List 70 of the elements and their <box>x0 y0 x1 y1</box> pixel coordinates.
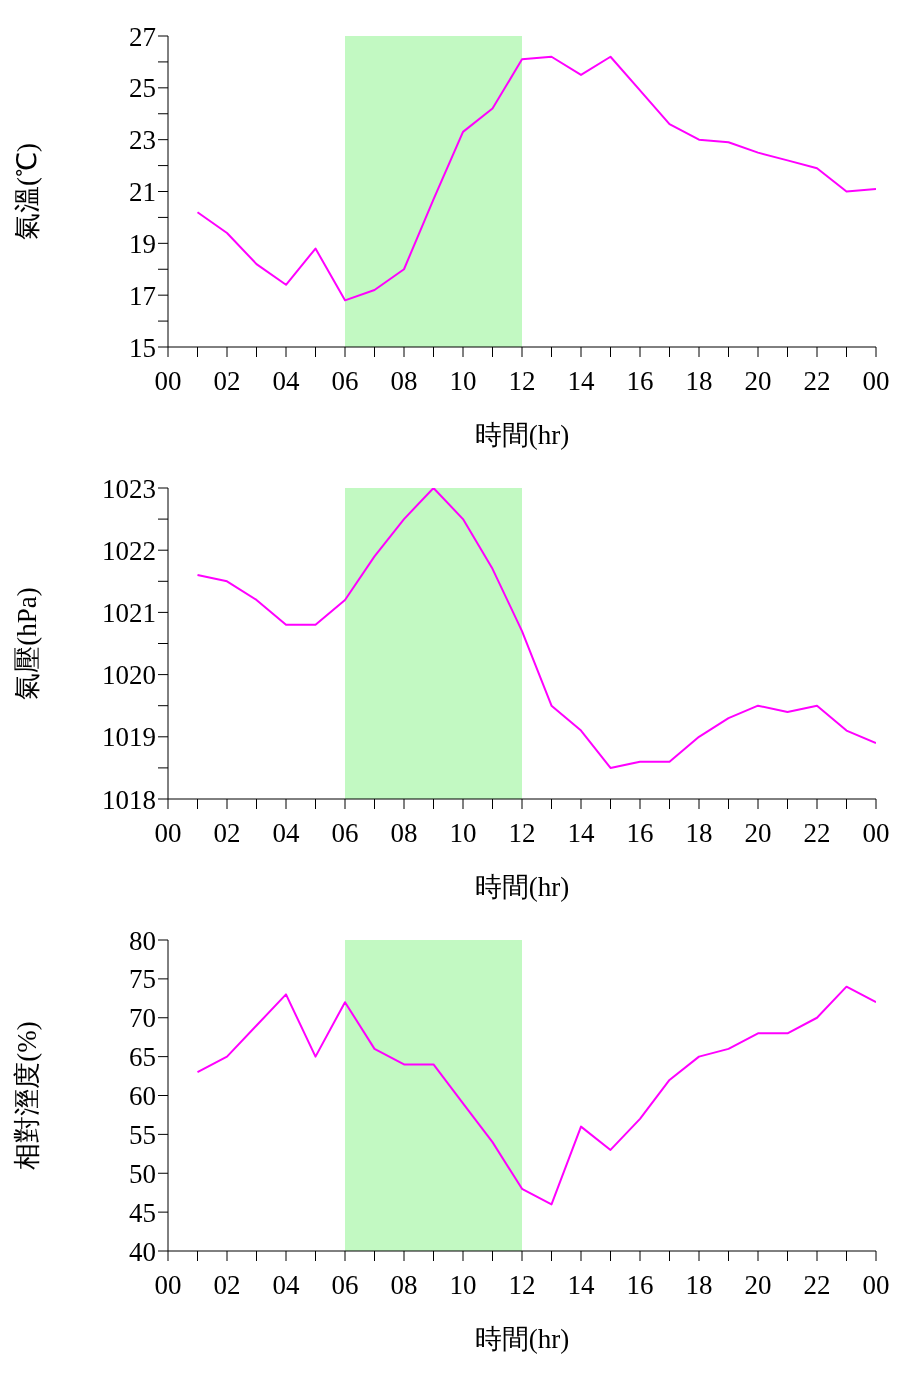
x-tick-label: 10 <box>449 366 477 397</box>
y-axis-title: 氣溫(℃) <box>11 143 42 240</box>
x-tick-label: 10 <box>449 1270 477 1301</box>
x-tick-label: 18 <box>685 818 713 849</box>
y-tick-label: 55 <box>129 1119 156 1150</box>
x-tick-label: 02 <box>213 366 241 397</box>
y-tick-label: 1023 <box>102 473 156 504</box>
y-tick-label: 1021 <box>102 597 156 628</box>
x-tick-label: 08 <box>390 818 418 849</box>
x-tick-label: 00 <box>862 818 890 849</box>
x-tick-label: 00 <box>154 818 182 849</box>
x-tick-label: 02 <box>213 1270 241 1301</box>
y-tick-label: 60 <box>129 1081 156 1112</box>
x-tick-label: 10 <box>449 818 477 849</box>
x-tick-label: 22 <box>803 366 831 397</box>
x-tick-label: 18 <box>685 366 713 397</box>
x-tick-label: 04 <box>272 1270 300 1301</box>
y-tick-label: 40 <box>129 1236 156 1267</box>
y-tick-label: 1019 <box>102 722 156 753</box>
x-tick-label: 16 <box>626 1270 654 1301</box>
x-axis-title: 時間(hr) <box>474 872 570 902</box>
x-tick-label: 08 <box>390 1270 418 1301</box>
x-tick-label: 12 <box>508 818 536 849</box>
y-tick-label: 1020 <box>102 660 156 691</box>
x-tick-label: 22 <box>803 818 831 849</box>
line-series <box>196 55 876 302</box>
x-tick-label: 06 <box>331 818 359 849</box>
x-tick-label: 04 <box>272 366 300 397</box>
x-tick-label: 14 <box>567 818 595 849</box>
x-tick-label: 20 <box>744 1270 772 1301</box>
y-axis-title: 相對溼度(%) <box>11 1021 42 1170</box>
x-tick-label: 00 <box>862 1270 890 1301</box>
line-series <box>196 985 876 1206</box>
y-tick-label: 50 <box>129 1158 156 1189</box>
y-tick-label: 23 <box>129 125 156 156</box>
x-tick-label: 06 <box>331 1270 359 1301</box>
y-tick-label: 75 <box>129 964 156 995</box>
x-tick-label: 12 <box>508 366 536 397</box>
x-tick-label: 04 <box>272 818 300 849</box>
y-tick-label: 45 <box>129 1197 156 1228</box>
x-tick-label: 16 <box>626 366 654 397</box>
y-tick-label: 25 <box>129 73 156 104</box>
x-tick-label: 16 <box>626 818 654 849</box>
y-tick-label: 65 <box>129 1042 156 1073</box>
x-tick-label: 22 <box>803 1270 831 1301</box>
x-tick-label: 20 <box>744 366 772 397</box>
y-tick-label: 1018 <box>102 784 156 815</box>
y-tick-label: 80 <box>129 925 156 956</box>
x-tick-label: 00 <box>154 1270 182 1301</box>
x-tick-label: 08 <box>390 366 418 397</box>
x-tick-label: 00 <box>154 366 182 397</box>
x-tick-label: 20 <box>744 818 772 849</box>
y-tick-label: 70 <box>129 1003 156 1034</box>
x-tick-label: 02 <box>213 818 241 849</box>
x-tick-label: 06 <box>331 366 359 397</box>
y-tick-label: 19 <box>129 228 156 259</box>
y-tick-label: 1022 <box>102 535 156 566</box>
x-tick-label: 18 <box>685 1270 713 1301</box>
y-axis-title: 氣壓(hPa) <box>11 587 42 700</box>
x-axis-title: 時間(hr) <box>474 420 570 450</box>
x-tick-label: 14 <box>567 1270 595 1301</box>
y-tick-label: 15 <box>129 332 156 363</box>
y-tick-label: 17 <box>129 280 156 311</box>
x-tick-label: 12 <box>508 1270 536 1301</box>
y-tick-label: 21 <box>129 177 156 208</box>
x-tick-label: 14 <box>567 366 595 397</box>
line-series <box>196 488 876 769</box>
x-axis-title: 時間(hr) <box>474 1324 570 1354</box>
x-tick-label: 00 <box>862 366 890 397</box>
y-tick-label: 27 <box>129 21 156 52</box>
